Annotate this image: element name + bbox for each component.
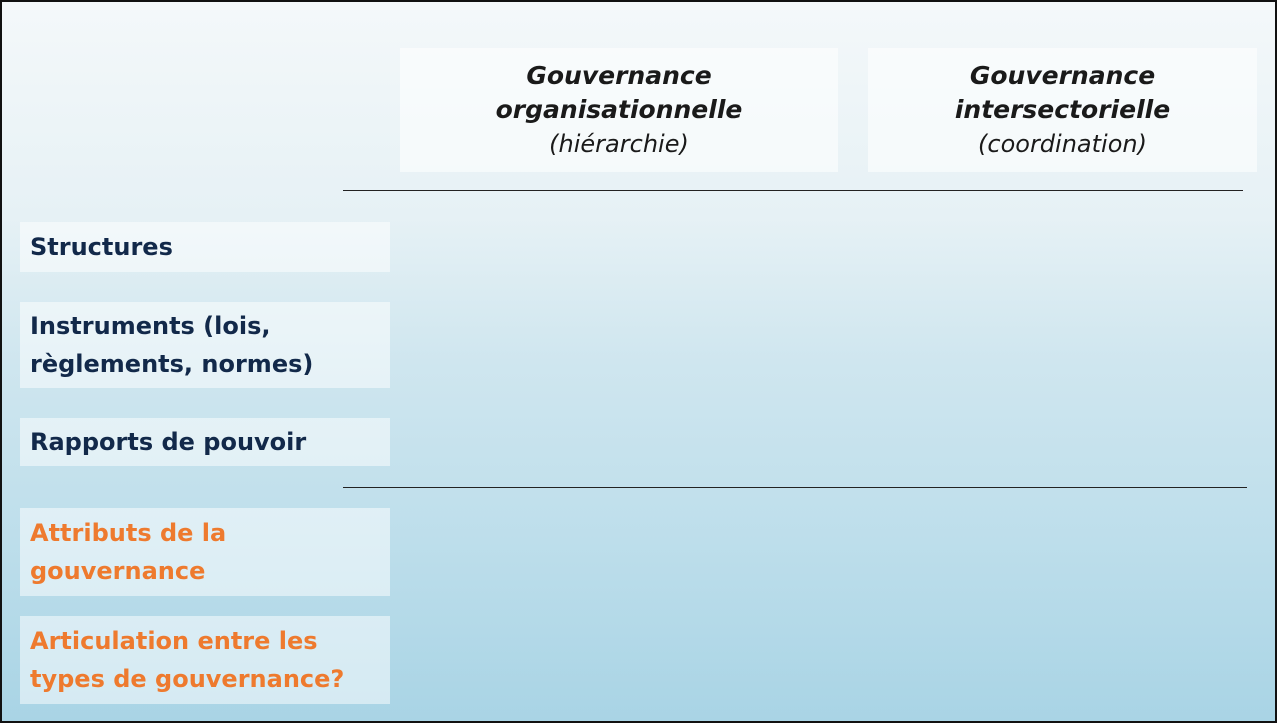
row-label: Attributs de la gouvernance	[20, 508, 390, 596]
row-label: Structures	[20, 222, 390, 272]
divider	[343, 190, 1243, 191]
column-header: Gouvernance intersectorielle (coordinati…	[868, 48, 1257, 172]
row-label: Rapports de pouvoir	[20, 418, 390, 466]
column-title: Gouvernance intersectorielle	[954, 61, 1171, 124]
column-subtitle: (hiérarchie)	[549, 130, 689, 158]
column-header: Gouvernance organisationnelle (hiérarchi…	[400, 48, 838, 172]
row-label: Instruments (lois, règlements, normes)	[20, 302, 390, 388]
column-title: Gouvernance organisationnelle	[495, 61, 743, 124]
column-subtitle: (coordination)	[978, 130, 1147, 158]
row-label: Articulation entre les types de gouverna…	[20, 616, 390, 704]
divider	[343, 487, 1247, 488]
